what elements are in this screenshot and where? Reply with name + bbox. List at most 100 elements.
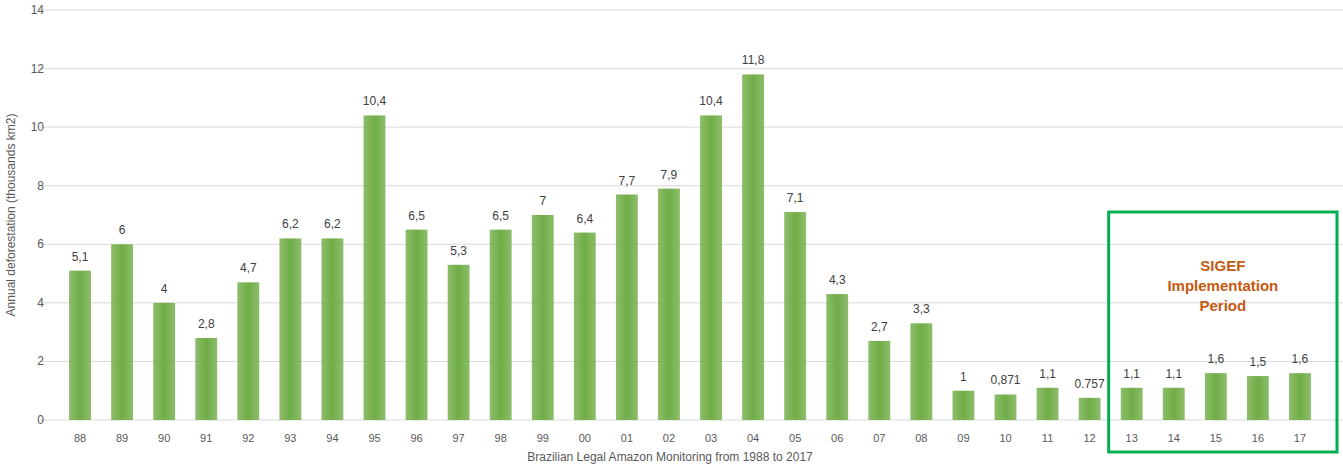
bar (868, 341, 890, 420)
grid-line (40, 185, 1343, 186)
data-label: 0,871 (990, 373, 1020, 387)
data-label: 7,7 (619, 174, 636, 188)
x-tick-label: 00 (579, 432, 591, 444)
data-label: 6,5 (492, 209, 509, 223)
data-label: 6,4 (576, 212, 593, 226)
data-label: 1,5 (1250, 355, 1267, 369)
grid-line (40, 420, 1343, 421)
bar (153, 303, 175, 420)
bar (279, 238, 301, 420)
grid-line (40, 302, 1343, 303)
chart: 024681012145,1642,84,76,26,210,46,55,36,… (0, 0, 1343, 467)
x-tick-label: 97 (453, 432, 465, 444)
bar (1205, 373, 1227, 420)
x-tick-label: 12 (1084, 432, 1096, 444)
grid-line (40, 127, 1343, 128)
x-tick-label: 05 (789, 432, 801, 444)
bar (1121, 388, 1143, 420)
data-label: 6,5 (408, 209, 425, 223)
data-label: 4,7 (240, 261, 257, 275)
bar (1247, 376, 1269, 420)
data-label: 1 (960, 370, 967, 384)
annotation-box (1109, 212, 1337, 452)
x-tick-label: 14 (1168, 432, 1180, 444)
data-label: 3,3 (913, 302, 930, 316)
data-label: 7,9 (661, 168, 678, 182)
data-label: 7 (539, 194, 546, 208)
bar (995, 394, 1017, 420)
x-tick-label: 02 (663, 432, 675, 444)
y-tick-label: 0 (37, 413, 44, 427)
x-tick-label: 99 (537, 432, 549, 444)
data-label: 6 (119, 223, 126, 237)
bar (1079, 398, 1101, 420)
x-tick-label: 13 (1126, 432, 1138, 444)
x-tick-label: 03 (705, 432, 717, 444)
bars (69, 74, 1311, 420)
bar (742, 74, 764, 420)
x-tick-label: 01 (621, 432, 633, 444)
bar (364, 115, 386, 420)
data-label: 4,3 (829, 273, 846, 287)
bar (1037, 388, 1059, 420)
bar (1163, 388, 1185, 420)
y-tick-label: 4 (37, 296, 44, 310)
data-label: 10,4 (699, 94, 723, 108)
x-tick-label: 91 (200, 432, 212, 444)
data-label: 5,1 (72, 250, 89, 264)
x-tick-label: 92 (242, 432, 254, 444)
bar (532, 215, 554, 420)
x-tick-label: 90 (158, 432, 170, 444)
x-tick-label: 08 (915, 432, 927, 444)
bar (490, 230, 512, 420)
x-tick-label: 96 (410, 432, 422, 444)
bar (574, 233, 596, 420)
x-tick-label: 17 (1294, 432, 1306, 444)
annotation-line: SIGEF (1200, 257, 1245, 274)
x-tick-label: 15 (1210, 432, 1222, 444)
data-label: 7,1 (787, 191, 804, 205)
annotation-line: Implementation (1167, 277, 1278, 294)
data-label: 0.757 (1075, 377, 1105, 391)
x-tick-label: 11 (1042, 432, 1053, 444)
x-tick-label: 93 (284, 432, 296, 444)
bar (195, 338, 217, 420)
data-label: 10,4 (363, 94, 387, 108)
data-label: 2,8 (198, 317, 215, 331)
data-label: 1,1 (1165, 367, 1182, 381)
data-label: 6,2 (324, 217, 341, 231)
bar (111, 244, 133, 420)
bar (237, 282, 259, 420)
bar (321, 238, 343, 420)
x-tick-label: 95 (368, 432, 380, 444)
bar (69, 271, 91, 420)
y-tick-label: 8 (37, 179, 44, 193)
bar (616, 195, 638, 421)
bar (658, 189, 680, 420)
annotation-line: Period (1199, 297, 1246, 314)
grid-line (40, 10, 1343, 11)
y-tick-label: 10 (31, 120, 45, 134)
bar (700, 115, 722, 420)
data-label: 2,7 (871, 320, 888, 334)
y-axis-title: Annual deforestation (thousands km2) (4, 114, 18, 317)
grid-line (40, 244, 1343, 245)
x-tick-label: 07 (873, 432, 885, 444)
x-tick-label: 88 (74, 432, 86, 444)
bar (952, 391, 974, 420)
x-tick-label: 98 (495, 432, 507, 444)
x-tick-label: 94 (326, 432, 338, 444)
annotation-text: SIGEFImplementationPeriod13–17 (1167, 257, 1278, 314)
y-tick-label: 14 (31, 3, 45, 17)
bar (1289, 373, 1311, 420)
grid-line (40, 361, 1343, 362)
bar (448, 265, 470, 420)
y-tick-label: 2 (37, 354, 44, 368)
x-tick-label: 16 (1252, 432, 1264, 444)
data-label: 4 (161, 282, 168, 296)
x-tick-label: 89 (116, 432, 128, 444)
bar (406, 230, 428, 420)
data-label: 1,1 (1039, 367, 1056, 381)
grid (40, 10, 1343, 420)
data-label: 1,1 (1123, 367, 1140, 381)
